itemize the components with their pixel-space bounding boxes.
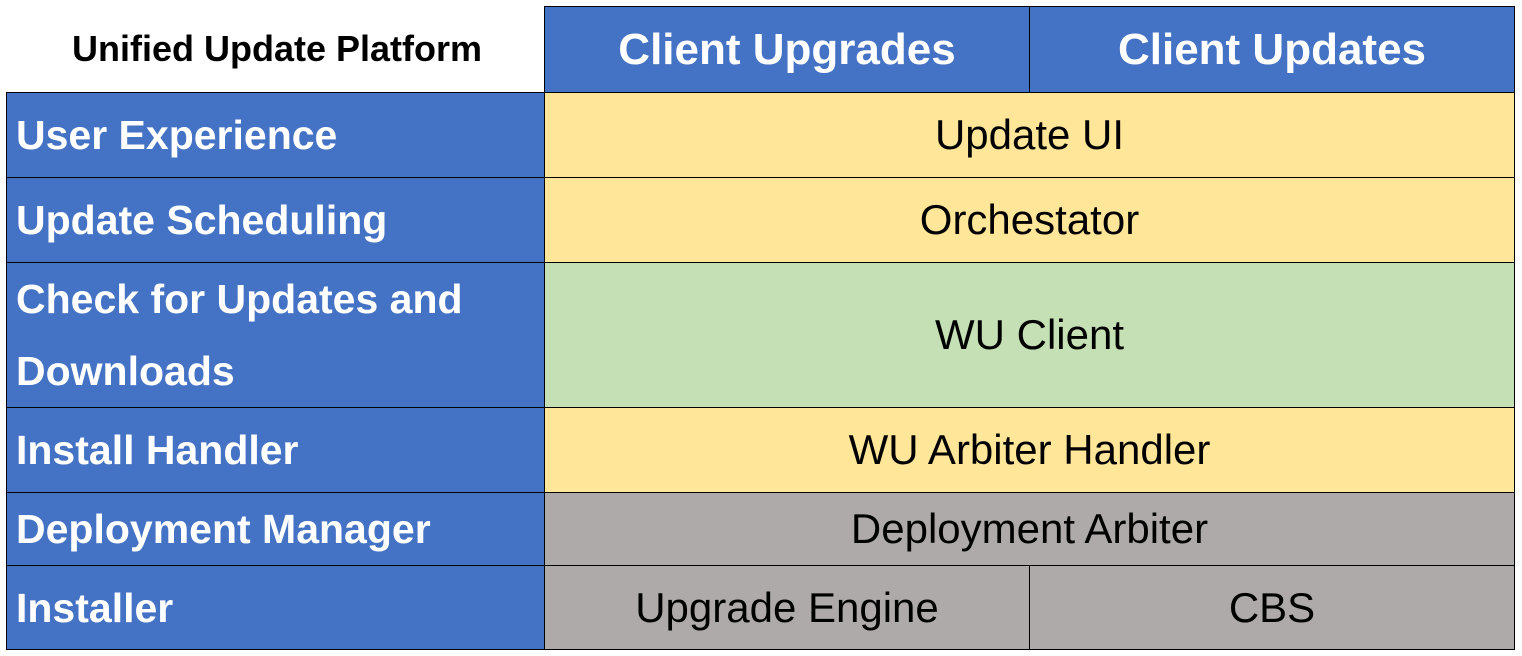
column-header-client-updates: Client Updates	[1029, 6, 1515, 93]
diagram-title: Unified Update Platform	[71, 28, 483, 69]
cell-upgrade-engine: Upgrade Engine	[544, 565, 1030, 650]
cell-orchestrator: Orchestator	[544, 177, 1515, 263]
row-label-user-experience: User Experience	[6, 92, 545, 178]
row-label-installer: Installer	[6, 565, 545, 650]
row-label-update-scheduling: Update Scheduling	[6, 177, 545, 263]
cell-wu-client: WU Client	[544, 262, 1515, 408]
cell-update-ui: Update UI	[544, 92, 1515, 178]
row-label-install-handler: Install Handler	[6, 407, 545, 493]
cell-cbs: CBS	[1029, 565, 1515, 650]
cell-deployment-arbiter: Deployment Arbiter	[544, 492, 1515, 566]
row-label-deployment-manager: Deployment Manager	[6, 492, 545, 566]
cell-wu-arbiter-handler: WU Arbiter Handler	[544, 407, 1515, 493]
row-label-check-for-updates: Check for Updates and Downloads	[6, 262, 545, 408]
column-header-client-upgrades: Client Upgrades	[544, 6, 1030, 93]
